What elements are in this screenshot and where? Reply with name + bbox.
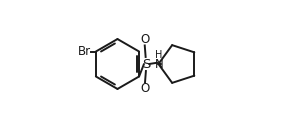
- Text: Br: Br: [78, 45, 91, 58]
- Text: N: N: [155, 57, 164, 71]
- Text: O: O: [140, 33, 149, 46]
- Text: O: O: [140, 82, 150, 95]
- Text: H: H: [155, 50, 163, 60]
- Text: S: S: [142, 57, 151, 71]
